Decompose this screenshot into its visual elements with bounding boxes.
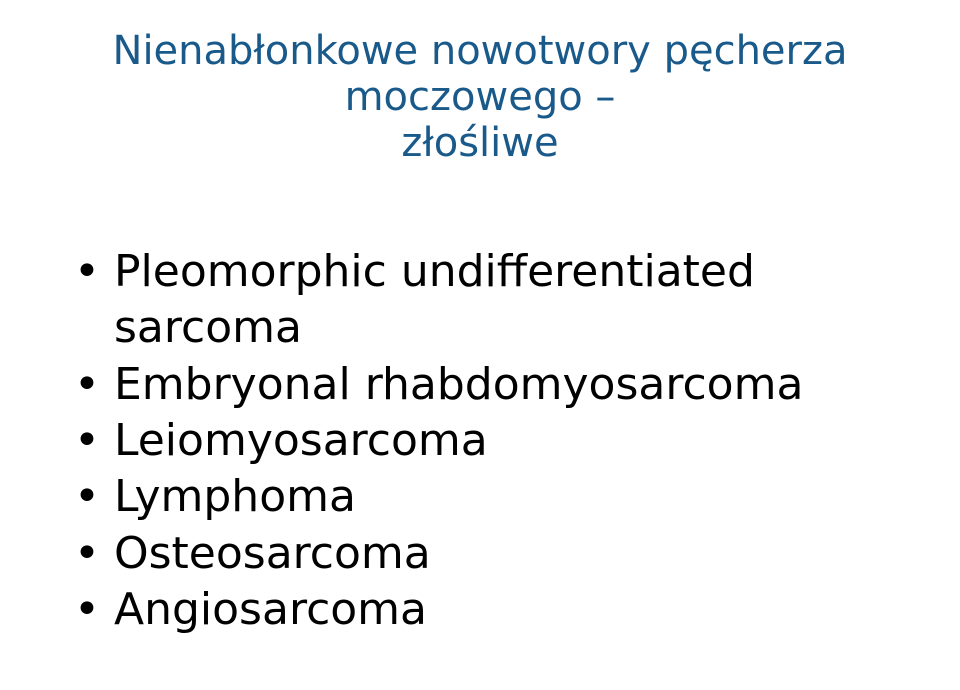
slide-content: Pleomorphic undifferentiated sarcoma Emb…: [48, 244, 912, 638]
list-item: Pleomorphic undifferentiated sarcoma: [68, 244, 912, 357]
slide-title: Nienabłonkowe nowotwory pęcherza moczowe…: [48, 28, 912, 166]
list-item: Embryonal rhabdomyosarcoma: [68, 357, 912, 413]
title-line-1: Nienabłonkowe nowotwory pęcherza moczowe…: [48, 28, 912, 120]
list-item: Osteosarcoma: [68, 526, 912, 582]
list-item: Lymphoma: [68, 469, 912, 525]
bullet-list: Pleomorphic undifferentiated sarcoma Emb…: [68, 244, 912, 638]
list-item: Angiosarcoma: [68, 582, 912, 638]
slide: Nienabłonkowe nowotwory pęcherza moczowe…: [0, 0, 960, 690]
title-line-2: złośliwe: [48, 120, 912, 166]
list-item: Leiomyosarcoma: [68, 413, 912, 469]
